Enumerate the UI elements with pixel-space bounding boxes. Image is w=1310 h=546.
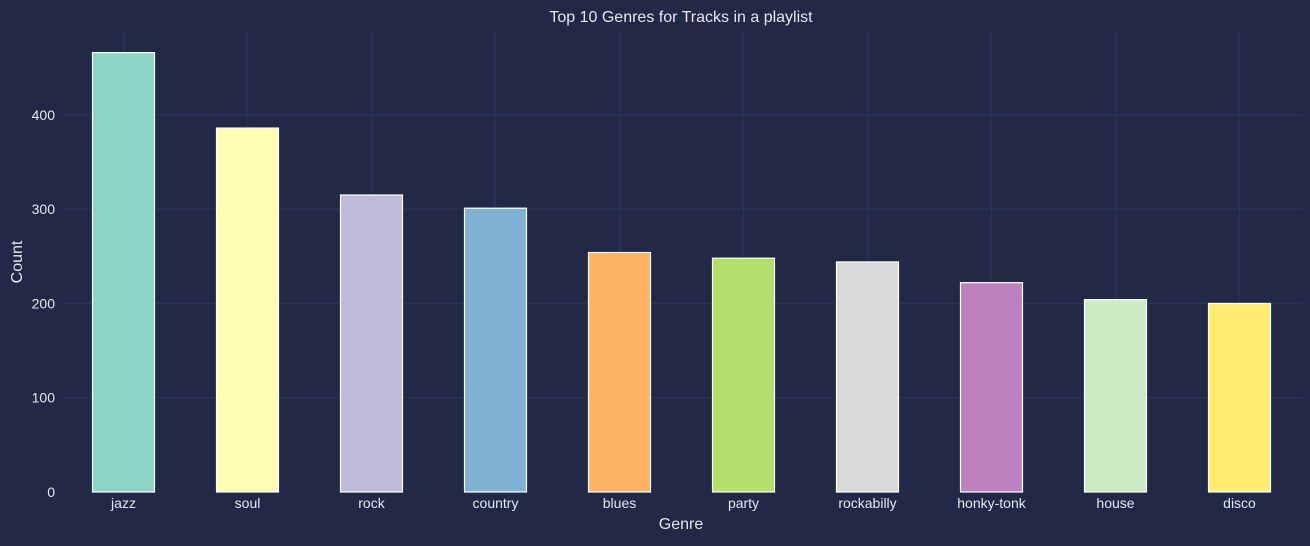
y-tick-label: 200 (32, 295, 56, 311)
bar-disco (1207, 302, 1272, 493)
x-tick-labels: jazz soul rock country blues party rockabilly h… (110, 495, 1256, 511)
bar-rockabilly (835, 261, 900, 493)
x-tick-label: soul (235, 495, 261, 511)
bar-blues (587, 251, 652, 493)
x-tick-label: disco (1223, 495, 1256, 511)
bar-house (1083, 299, 1148, 493)
x-axis-label: Genre (659, 516, 704, 533)
y-tick-labels: 0 100 200 300 400 (32, 107, 56, 500)
bar-party (711, 257, 776, 493)
bar-jazz (91, 52, 156, 493)
x-tick-label: party (728, 495, 759, 511)
bar-soul (215, 127, 280, 493)
bar-honky-tonk (959, 282, 1024, 493)
bar-country (463, 207, 528, 493)
x-tick-label: rock (358, 495, 385, 511)
y-axis-label: Count (9, 240, 26, 283)
x-tick-label: house (1096, 495, 1134, 511)
x-tick-label: blues (603, 495, 636, 511)
chart-title: Top 10 Genres for Tracks in a playlist (549, 9, 813, 26)
bar-rock (339, 194, 404, 493)
x-tick-label: jazz (110, 495, 136, 511)
y-tick-label: 0 (47, 484, 55, 500)
y-tick-label: 100 (32, 390, 56, 406)
x-tick-label: honky-tonk (957, 495, 1026, 511)
bars (91, 52, 1272, 493)
y-tick-label: 400 (32, 107, 56, 123)
y-tick-label: 300 (32, 201, 56, 217)
x-tick-label: country (473, 495, 519, 511)
x-tick-label: rockabilly (838, 495, 896, 511)
